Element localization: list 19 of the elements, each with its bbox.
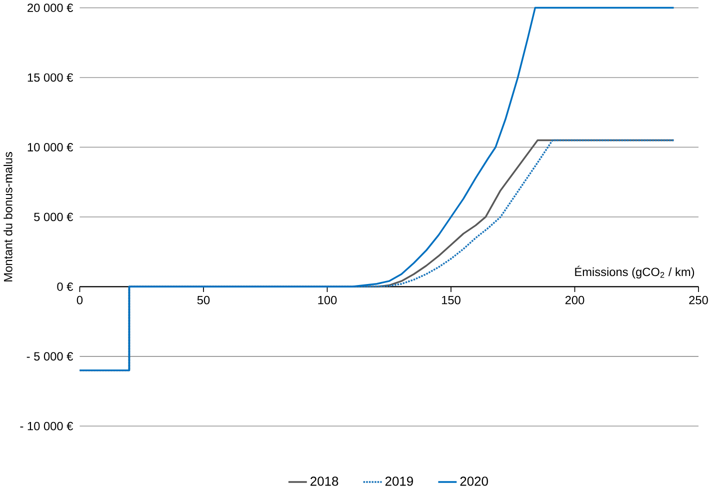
- y-tick-label: 20 000 €: [28, 4, 74, 12]
- y-tick-label: 5 000 €: [34, 212, 74, 222]
- y-tick-label: 15 000 €: [28, 74, 74, 82]
- y-tick-label: - 10 000 €: [20, 422, 74, 430]
- y-axis-title: Montant du bonus-malus: [4, 152, 12, 282]
- y-tick-label: 0 €: [57, 282, 74, 292]
- x-axis-title: Émissions (gCO$_{2}$ / km): [575, 266, 694, 279]
- x-tick-label: 0: [76, 296, 83, 304]
- legend-label: 2020: [460, 476, 488, 486]
- x-tick-label: 100: [318, 296, 337, 304]
- x-tick-label: 250: [689, 296, 708, 304]
- x-tick-label: 200: [565, 296, 584, 304]
- x-tick-label: 50: [197, 296, 210, 304]
- y-tick-label: 10 000 €: [28, 143, 74, 152]
- y-tick-label: - 5 000 €: [26, 352, 74, 361]
- line-series: [78, 7, 675, 372]
- x-tick-label: 150: [442, 296, 460, 304]
- legend-label: 2018: [310, 476, 338, 486]
- legend-label: 2019: [385, 476, 413, 486]
